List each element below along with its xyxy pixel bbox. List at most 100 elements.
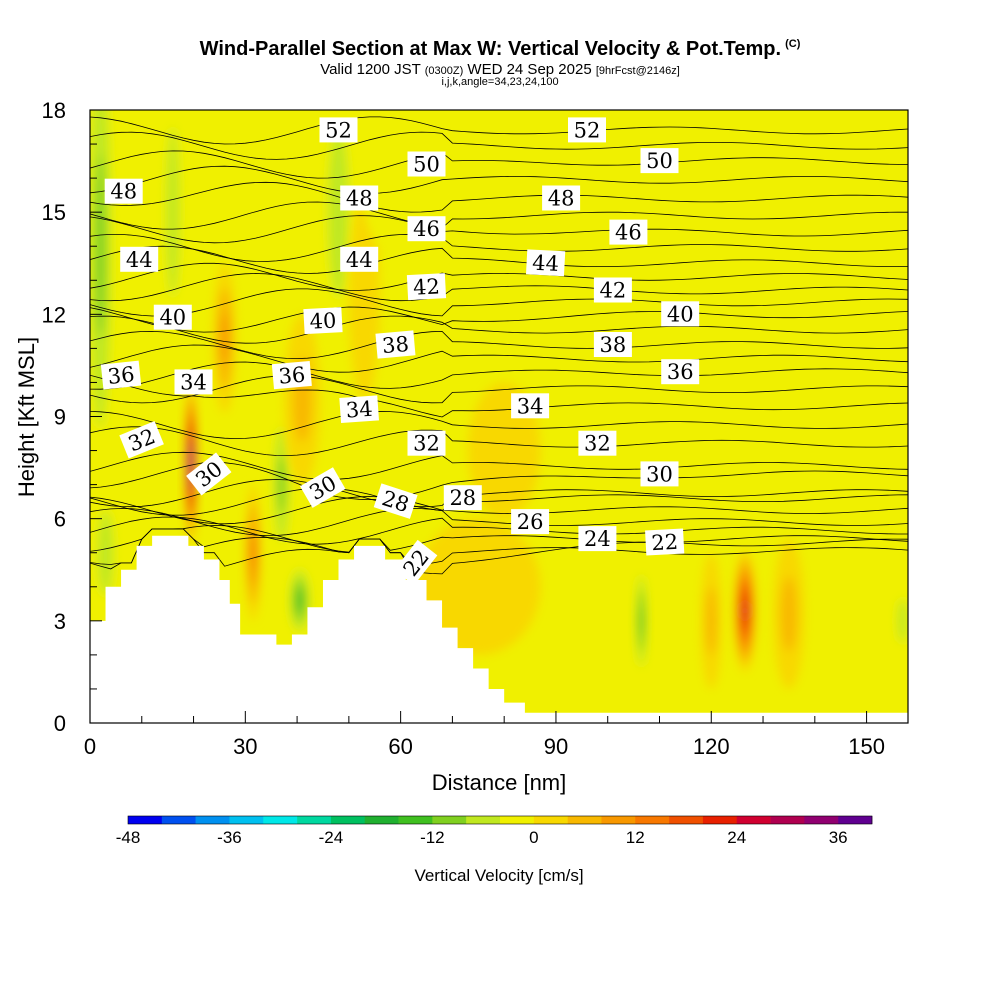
contour-label-bg — [340, 185, 379, 211]
w-cell-13 — [634, 559, 649, 683]
y-tick-label: 12 — [42, 302, 66, 327]
contour-label-text: 24 — [584, 527, 611, 551]
isentrope-47 — [90, 201, 908, 230]
y-tick-label: 15 — [42, 200, 66, 225]
x-tick-label: 30 — [233, 734, 257, 759]
terrain — [90, 535, 908, 723]
contour-label-text: 42 — [413, 274, 441, 299]
contour-label-bg — [300, 467, 346, 508]
contour-label: 40 — [153, 304, 192, 330]
forecast-info: [9hrFcst@2146z] — [595, 65, 680, 77]
colorbar-tick-label: 0 — [529, 828, 538, 847]
colorbar-swatch — [567, 816, 602, 824]
contour-label-bg — [525, 249, 566, 277]
contour-label-bg — [645, 528, 685, 556]
contour-label-bg — [661, 359, 700, 385]
contour-label: 34 — [174, 369, 213, 395]
contour-label-bg — [407, 151, 446, 177]
grid-indices: i,j,k,angle=34,23,24,100 — [441, 76, 559, 88]
contour-label: 52 — [319, 117, 358, 143]
colorbar-swatch — [533, 816, 568, 824]
isentrope-43 — [90, 262, 908, 291]
colorbar: -48 -36 -24 -12 0 12 24 36 — [116, 815, 873, 847]
contour-label: 48 — [340, 185, 379, 211]
contour-label-text: 36 — [278, 362, 307, 388]
contour-label-text: 52 — [325, 118, 352, 142]
colorbar-swatch — [466, 816, 501, 824]
x-tick-label: 90 — [544, 734, 568, 759]
isentrope-44 — [90, 245, 908, 274]
colorbar-swatch — [128, 816, 163, 824]
contour-label: 38 — [593, 332, 632, 357]
colorbar-frame — [127, 815, 873, 825]
contour-label-bg — [568, 117, 606, 143]
w-band — [166, 127, 180, 298]
contour-label-bg — [174, 369, 213, 395]
contour-label-bg — [609, 219, 648, 245]
contour-label-bg — [153, 304, 192, 330]
colorbar-swatch — [500, 816, 535, 824]
valid-prefix: Valid 1200 JST — [320, 61, 421, 78]
w-band — [95, 155, 106, 338]
contour-label-text: 48 — [110, 180, 137, 204]
y-axis: 0 3 6 9 12 15 18 — [42, 98, 102, 736]
contour-label-bg — [511, 509, 550, 535]
y-tick-label: 3 — [54, 609, 66, 634]
w-cell-7 — [286, 559, 313, 642]
isentrope-33 — [90, 410, 908, 440]
contour-labels: 52 52 48 50 50 48 48 44 46 46 44 44 42 42 40 40 40 38 38 36… — [100, 117, 700, 586]
plot-area — [90, 110, 908, 723]
contour-label-bg — [407, 216, 446, 242]
colorbar-swatch — [804, 816, 839, 824]
contour-label: 50 — [640, 148, 679, 174]
isentrope-39 — [90, 315, 908, 344]
w-cell-4 — [213, 263, 236, 414]
contour-label: 44 — [340, 246, 379, 272]
isentrope-27 — [90, 496, 908, 525]
isentrope-38 — [90, 330, 908, 360]
contour-label: 36 — [661, 359, 700, 385]
isentrope-25 — [90, 516, 908, 545]
y-tick-label: 6 — [54, 507, 66, 532]
isentrope-31 — [90, 451, 908, 480]
contour-label-bg — [407, 430, 446, 456]
colorbar-swatch — [702, 816, 738, 824]
y-tick-label: 18 — [42, 98, 66, 123]
contour-label-bg — [443, 485, 482, 511]
contour-label-text: 34 — [345, 397, 373, 423]
w-band — [220, 313, 229, 364]
contour-label: 26 — [511, 509, 550, 535]
isentrope-30 — [90, 461, 908, 501]
x-tick-label: 150 — [848, 734, 885, 759]
colorbar-tick-label: -24 — [319, 828, 344, 847]
y-axis-label: Height [Kft MSL] — [14, 337, 39, 497]
w-band — [416, 518, 541, 655]
contour-label: 42 — [406, 273, 447, 301]
x-axis-label: Distance [nm] — [432, 770, 567, 795]
w-cell-14 — [733, 549, 757, 672]
contour-label-text: 40 — [309, 308, 337, 333]
contour-label-bg — [661, 301, 700, 327]
w-cell-11 — [359, 110, 411, 247]
contour-label: 32 — [578, 430, 617, 456]
w-band — [190, 456, 192, 473]
colorbar-swatch — [770, 816, 805, 824]
contour-label: 36 — [100, 360, 142, 390]
colorbar-swatch — [635, 816, 670, 824]
isentrope-51 — [90, 131, 908, 160]
contour-label-text: 38 — [600, 333, 627, 357]
w-band — [359, 110, 411, 247]
contour-label-text: 46 — [413, 217, 440, 241]
contour-label-bg — [104, 178, 143, 204]
contour-label-text: 42 — [600, 279, 627, 303]
isentrope-29 — [90, 479, 908, 508]
colorbar-swatch — [229, 816, 264, 824]
colorbar-swatch — [364, 816, 399, 824]
contour-label: 28 — [373, 483, 418, 519]
colorbar-swatch — [330, 816, 366, 824]
colorbar-swatch — [263, 816, 298, 824]
isentrope-45 — [90, 233, 908, 262]
x-axis: 0 30 60 90 120 150 — [84, 711, 885, 759]
contour-label-text: 30 — [646, 462, 673, 486]
